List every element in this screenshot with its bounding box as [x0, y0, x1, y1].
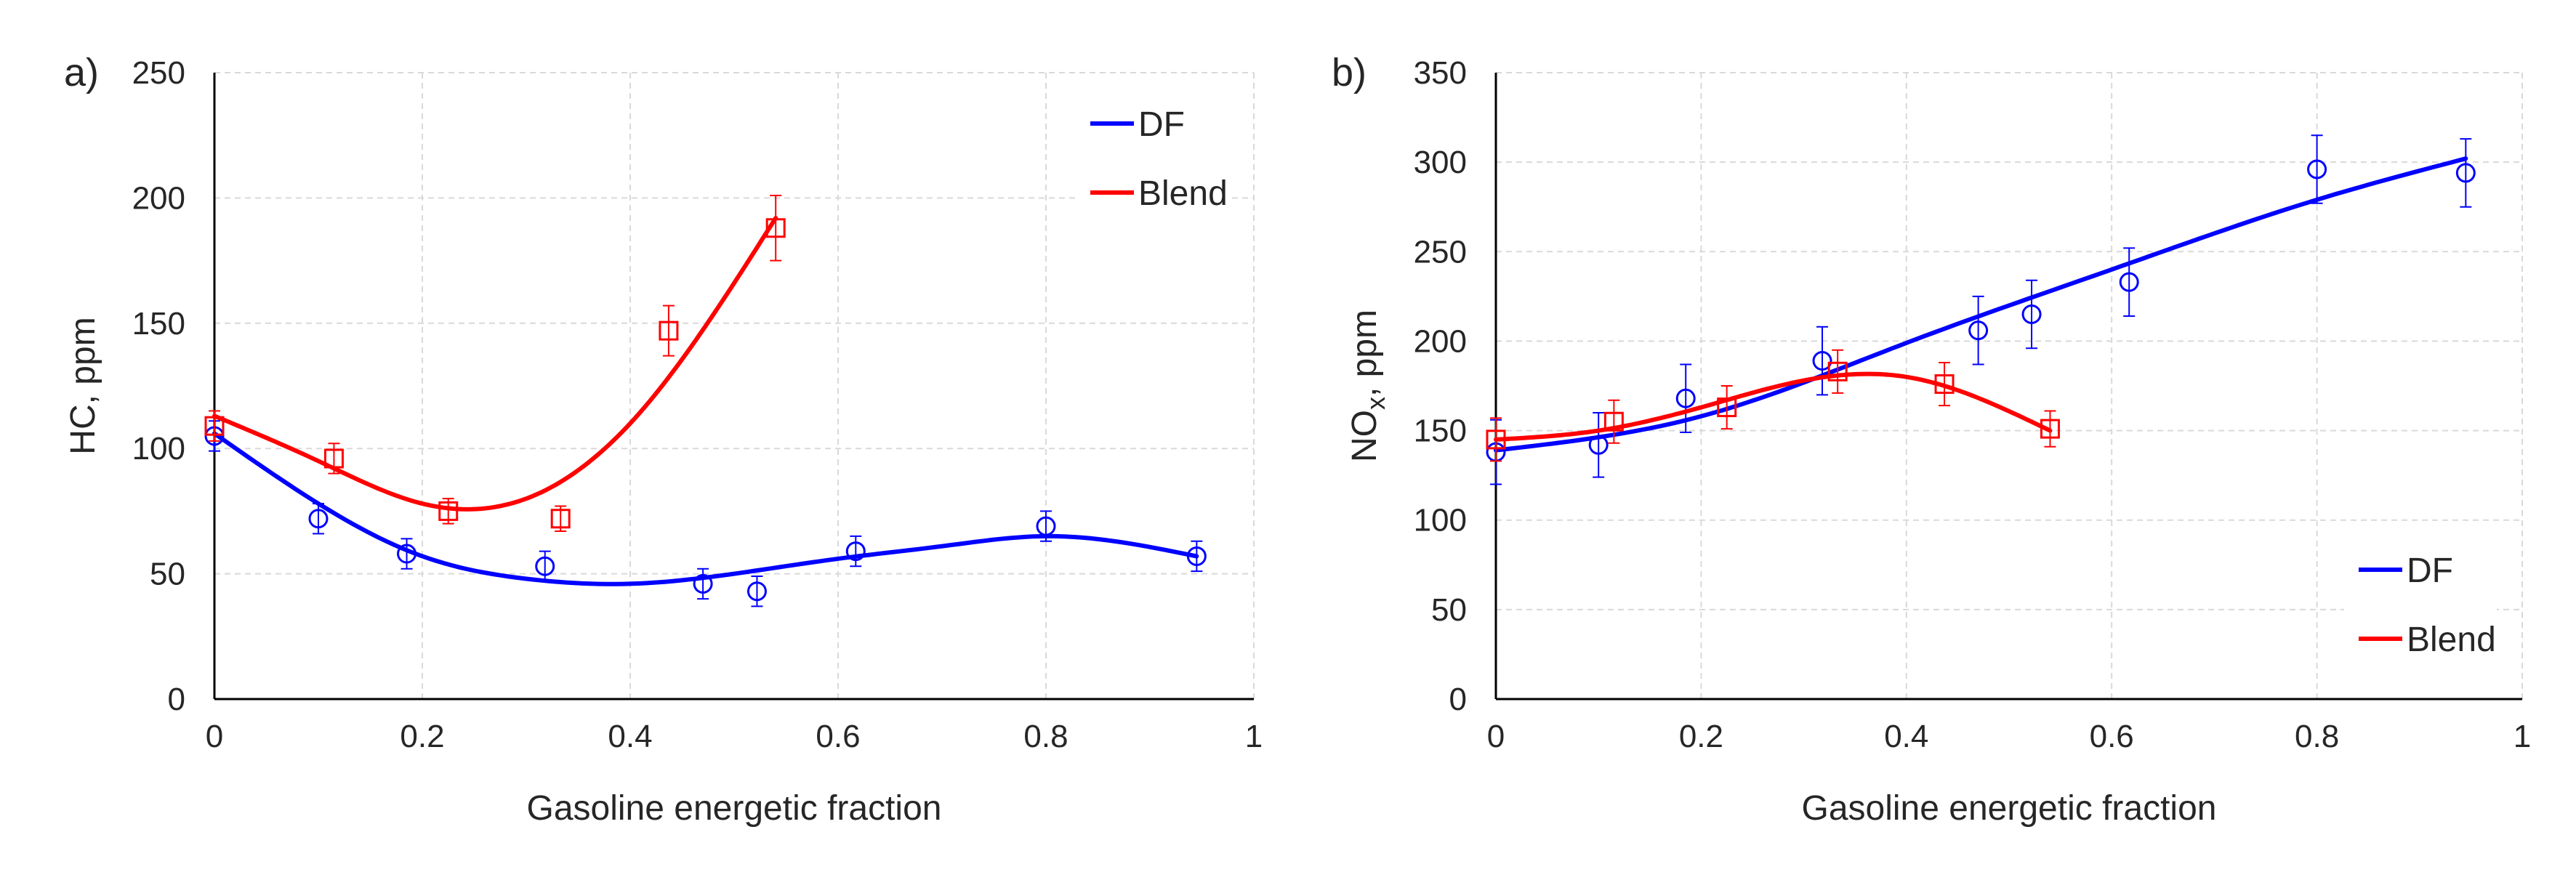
- y-tick-label: 100: [1414, 503, 1467, 538]
- data-point: [397, 544, 417, 564]
- legend-background: [2344, 539, 2497, 592]
- x-tick-label: 0.2: [1679, 719, 1723, 754]
- y-axis-title: NOx, ppm: [1345, 310, 1390, 462]
- data-point: [1827, 361, 1848, 382]
- trend-line-blend: [212, 216, 778, 512]
- y-tick-label: 150: [132, 306, 185, 342]
- y-axis-title-suffix: , ppm: [1345, 310, 1384, 397]
- data-point: [204, 416, 225, 436]
- data-point: [1934, 374, 1955, 395]
- series-blend: [1486, 349, 2060, 462]
- data-point: [746, 581, 767, 602]
- series-df: [1486, 134, 2476, 485]
- legend-background: [2344, 608, 2497, 661]
- x-axis-title: Gasoline energetic fraction: [1802, 789, 2217, 828]
- chart-panel-2: 0 50 100 150 200 250 300 350 0 0.2 0.4 0.6 0.8 1 b) Gas…: [1332, 51, 2531, 828]
- y-tick-label: 250: [132, 55, 185, 91]
- y-tick-label: 0: [1449, 682, 1467, 717]
- trend-line-df: [1494, 156, 2468, 453]
- trend-line-blend: [1494, 371, 2053, 442]
- data-point: [765, 218, 786, 238]
- y-tick-label: 350: [1414, 55, 1467, 91]
- panel-label: a): [64, 51, 99, 94]
- data-point: [2040, 419, 2060, 439]
- x-axis-title: Gasoline energetic fraction: [527, 789, 942, 828]
- legend-label-blend: Blend: [1138, 174, 1228, 213]
- data-point: [1486, 429, 1506, 450]
- y-tick-label: 200: [1414, 323, 1467, 359]
- data-point: [535, 556, 555, 576]
- x-tick-label: 0.8: [2295, 719, 2339, 754]
- y-axis-title-main: NO: [1345, 410, 1384, 462]
- y-axis-title: HC, ppm: [64, 317, 102, 454]
- data-point: [1968, 320, 1989, 341]
- data-point: [2119, 272, 2139, 292]
- data-point: [1717, 397, 1737, 418]
- legend-label-blend: Blend: [2407, 621, 2496, 659]
- y-tick-label: 250: [1414, 234, 1467, 270]
- legend-background: [1076, 162, 1228, 214]
- series-blend: [204, 194, 786, 532]
- data-point: [323, 448, 344, 469]
- x-tick-label: 1: [1245, 719, 1263, 754]
- x-tick-label: 0.6: [816, 719, 860, 754]
- y-tick-label: 150: [1414, 413, 1467, 449]
- data-point: [2021, 304, 2042, 324]
- legend-label-df: DF: [2407, 552, 2453, 590]
- x-tick-label: 0.2: [400, 719, 444, 754]
- trend-line-df: [212, 431, 1199, 586]
- y-tick-label: 300: [1414, 145, 1467, 180]
- y-tick-label: 200: [132, 180, 185, 216]
- legend: DF Blend: [2344, 539, 2497, 661]
- legend-label-df: DF: [1138, 105, 1185, 144]
- y-tick-label: 50: [150, 557, 185, 592]
- x-tick-label: 0.4: [608, 719, 652, 754]
- data-point: [438, 501, 459, 521]
- x-tick-label: 0: [206, 719, 223, 754]
- data-point: [1675, 388, 1696, 408]
- series-df: [204, 420, 1207, 607]
- y-axis-title-subscript: x: [1361, 397, 1390, 410]
- x-tick-label: 0: [1487, 719, 1505, 754]
- data-point: [308, 509, 329, 529]
- y-tick-label: 50: [1431, 592, 1467, 628]
- x-tick-label: 0.6: [2090, 719, 2134, 754]
- data-point: [1812, 351, 1832, 371]
- data-point: [550, 509, 571, 529]
- y-tick-label: 0: [168, 682, 185, 717]
- x-tick-label: 0.4: [1884, 719, 1928, 754]
- x-tick-label: 1: [2513, 719, 2531, 754]
- data-point: [1588, 435, 1609, 455]
- y-axis-title-main: HC, ppm: [64, 317, 102, 454]
- legend: DF Blend: [1076, 93, 1228, 214]
- data-point: [2455, 163, 2476, 183]
- data-point: [1603, 411, 1624, 432]
- data-point: [845, 541, 866, 562]
- data-point: [1186, 546, 1207, 566]
- data-point: [659, 320, 679, 341]
- x-tick-label: 0.8: [1023, 719, 1068, 754]
- legend-background: [1076, 93, 1228, 145]
- data-point: [2307, 159, 2327, 179]
- y-tick-label: 100: [132, 431, 185, 467]
- data-point: [1036, 516, 1056, 536]
- chart-panel-1: 0 50 100 150 200 250 0 0.2 0.4 0.6 0.8 1 a) Gasoline …: [64, 51, 1263, 828]
- data-point: [693, 573, 713, 594]
- panel-label: b): [1332, 51, 1367, 94]
